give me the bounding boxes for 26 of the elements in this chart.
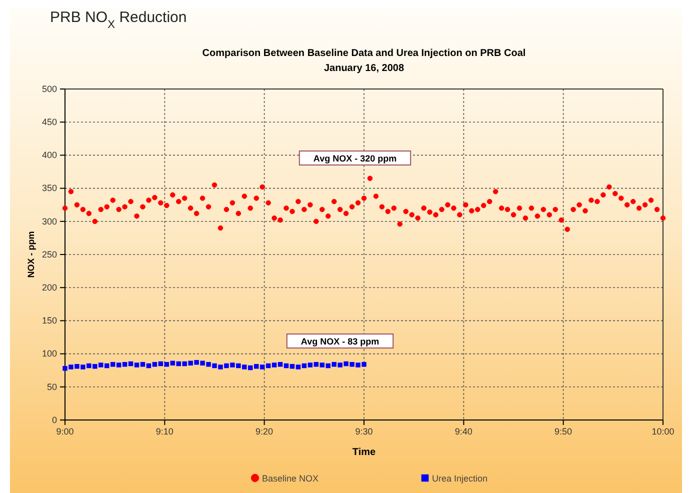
y-tick-label: 50 (46, 382, 57, 392)
y-tick-label: 100 (42, 348, 57, 359)
legend-label: Baseline NOX (262, 474, 319, 484)
y-axis-title: NOX - ppm (26, 231, 36, 278)
y-tick-label: 250 (42, 249, 57, 260)
y-tick-label: 0 (52, 414, 57, 425)
legend-label: Urea Injection (432, 474, 488, 484)
annotation: Avg NOX - 83 ppm (300, 336, 380, 346)
y-tick-label: 500 (42, 84, 57, 94)
y-tick-label: 350 (42, 183, 57, 194)
chart-subtitle: Comparison Between Baseline Data and Urea Injection on PRB Coal January 16, 2008 (202, 48, 526, 74)
y-tick-label: 400 (42, 150, 57, 160)
y-tick-label: 150 (42, 316, 57, 326)
x-tick-label: 9:30 (355, 426, 373, 436)
annotation: Avg NOX - 320 ppm (313, 154, 397, 164)
y-tick-label: 200 (42, 282, 57, 292)
x-tick-label: 9:00 (56, 426, 74, 436)
x-tick-label: 10:00 (652, 426, 674, 436)
x-tick-label: 9:50 (554, 426, 572, 436)
x-axis-title: Time (352, 447, 376, 458)
x-tick-label: 9:40 (454, 426, 472, 436)
y-tick-label: 300 (42, 216, 57, 226)
x-tick-label: 9:10 (156, 426, 174, 436)
chart-title: PRB NO$_{X}$ Reduction (50, 9, 187, 31)
y-tick-label: 450 (42, 116, 57, 127)
x-tick-label: 9:20 (256, 426, 274, 436)
